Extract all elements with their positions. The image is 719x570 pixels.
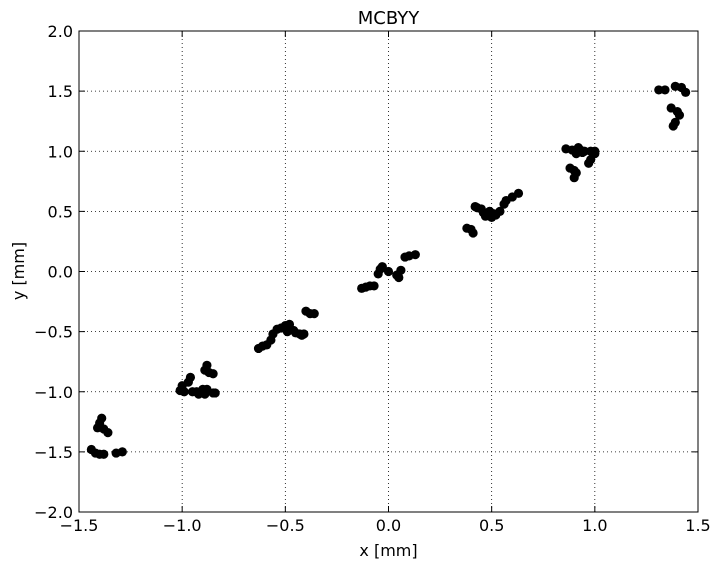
- data-point: [571, 168, 581, 178]
- data-point: [179, 387, 189, 397]
- y-tick-label: −0.5: [34, 323, 73, 342]
- x-axis-label: x [mm]: [359, 541, 417, 560]
- data-point: [660, 85, 670, 95]
- y-tick-label: −1.0: [34, 383, 73, 402]
- x-tick-label: 0.5: [479, 516, 504, 535]
- x-tick-label: −1.5: [60, 516, 99, 535]
- data-point: [299, 329, 309, 339]
- axis-ticks: −1.5 −1.0 −0.5 0.0 0.5 1.0 1.5−2.0−1.5−1.0−0.5…: [34, 22, 711, 535]
- y-axis-label: y [mm]: [9, 242, 28, 300]
- y-tick-label: −2.0: [34, 503, 73, 522]
- data-point: [394, 272, 404, 283]
- data-point: [590, 146, 600, 156]
- data-points: [86, 81, 691, 459]
- data-point: [495, 206, 505, 216]
- data-point: [99, 424, 109, 434]
- x-tick-label: 1.5: [685, 516, 710, 535]
- y-tick-label: 1.5: [48, 82, 73, 101]
- x-tick-label: −0.5: [266, 516, 305, 535]
- x-tick-label: −1.0: [163, 516, 202, 535]
- data-point: [410, 250, 420, 260]
- y-tick-label: 0.0: [48, 263, 73, 282]
- x-tick-label: 1.0: [582, 516, 607, 535]
- data-point: [97, 413, 107, 423]
- data-point: [396, 265, 406, 275]
- y-tick-label: 0.5: [48, 202, 73, 221]
- data-point: [377, 262, 387, 272]
- data-point: [185, 372, 196, 382]
- data-point: [513, 188, 524, 198]
- data-point: [383, 266, 394, 277]
- data-point: [117, 447, 127, 457]
- data-point: [202, 360, 212, 370]
- y-tick-label: 2.0: [48, 22, 73, 41]
- data-point: [309, 308, 319, 319]
- x-tick-label: 0.0: [376, 516, 401, 535]
- data-point: [210, 388, 220, 398]
- data-point: [674, 110, 685, 120]
- data-point: [208, 369, 218, 379]
- data-point: [468, 228, 478, 238]
- data-point: [670, 117, 680, 127]
- data-point: [369, 281, 379, 291]
- data-point: [99, 449, 109, 459]
- chart-title: MCBYY: [358, 8, 420, 29]
- y-tick-label: 1.0: [48, 142, 73, 161]
- y-tick-label: −1.5: [34, 443, 73, 462]
- data-point: [681, 87, 691, 97]
